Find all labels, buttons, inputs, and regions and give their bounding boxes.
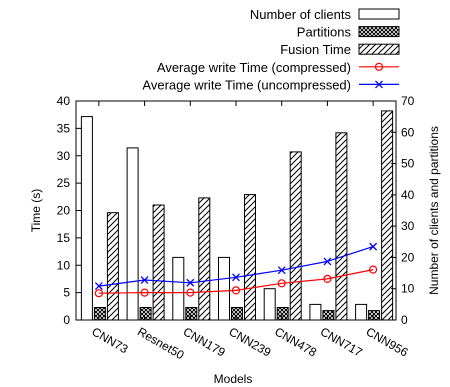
bar-partitions-cnn956	[368, 310, 381, 321]
line-average-write-time-uncompressed-	[98, 246, 374, 287]
y-tick-label: 35	[57, 121, 71, 135]
bar-fusion-time-cnn239	[244, 194, 256, 321]
y-tick-label: 5	[63, 286, 70, 300]
point-average-write-time-uncompressed--cnn179	[186, 278, 195, 287]
point-average-write-time-uncompressed--cnn239	[232, 273, 240, 282]
y2-tick-label: 70	[401, 94, 415, 108]
y-tick-label: 25	[57, 176, 71, 190]
legend-label-average-write-time-compressed-: Average write Time (compressed)	[157, 60, 351, 75]
x-tick-label: CNN956	[364, 324, 411, 359]
bar-number-of-clients-cnn239	[218, 256, 230, 321]
y-tick-label: 15	[57, 231, 71, 245]
bar-partitions-cnn179	[185, 307, 198, 321]
y2-tick-label: 40	[401, 188, 415, 202]
y2-tick-label: 50	[401, 157, 415, 171]
bar-fusion-time-resnet50	[152, 204, 165, 321]
legend-label-fusion-time: Fusion Time	[280, 42, 351, 57]
plot-area	[80, 110, 394, 321]
x-tick-label: Resnet50	[135, 324, 187, 362]
y-tick-label: 20	[57, 204, 71, 218]
bar-number-of-clients-cnn717	[309, 303, 322, 321]
bar-number-of-clients-cnn478	[263, 288, 276, 321]
legend-swatch-partitions	[358, 26, 400, 38]
legend: Number of clients Partitions Fusion Time Av…	[142, 7, 400, 92]
y-tick-label: 30	[57, 149, 71, 163]
bar-fusion-time-cnn956	[381, 110, 394, 321]
legend-swatch-fusion-time	[358, 43, 400, 55]
point-average-write-time-compressed--resnet50	[140, 288, 149, 297]
y2-axis-label: Number of clients and partitions	[427, 126, 441, 295]
x-axis-label: Models	[214, 372, 253, 386]
x-tick-label: CNN239	[227, 324, 274, 359]
bar-number-of-clients-resnet50	[126, 147, 139, 321]
y-tick-label: 0	[63, 313, 70, 327]
bar-partitions-cnn478	[276, 307, 289, 321]
point-average-write-time-compressed--cnn179	[186, 288, 195, 297]
bar-partitions-cnn239	[231, 307, 243, 321]
bar-number-of-clients-cnn956	[355, 303, 368, 321]
y-axis-label: Time (s)	[29, 189, 43, 233]
y-tick-label: 40	[57, 94, 71, 108]
bar-fusion-time-cnn73	[106, 212, 119, 321]
bar-fusion-time-cnn179	[198, 197, 211, 321]
bar-fusion-time-cnn717	[335, 132, 348, 321]
point-average-write-time-compressed--cnn956	[369, 265, 378, 274]
legend-marker-average-write-time-compressed-	[374, 62, 384, 71]
legend-label-average-write-time-uncompressed-: Average write Time (uncompressed)	[142, 77, 351, 92]
point-average-write-time-uncompressed--resnet50	[140, 276, 149, 284]
bar-partitions-resnet50	[139, 307, 152, 321]
bar-partitions-cnn73	[93, 307, 106, 321]
point-average-write-time-compressed--cnn73	[94, 289, 104, 298]
point-average-write-time-uncompressed--cnn73	[94, 282, 103, 291]
y2-tick-label: 60	[401, 125, 415, 139]
point-average-write-time-compressed--cnn717	[323, 274, 332, 283]
x-tick-label: CNN73	[89, 324, 130, 356]
point-average-write-time-compressed--cnn239	[231, 286, 241, 295]
y2-tick-label: 0	[401, 313, 408, 327]
x-tick-label: CNN717	[318, 324, 365, 359]
legend-label-partitions: Partitions	[297, 25, 352, 40]
y2-tick-label: 10	[401, 282, 415, 296]
point-average-write-time-uncompressed--cnn717	[323, 257, 332, 266]
bar-fusion-time-cnn478	[289, 151, 302, 321]
point-average-write-time-uncompressed--cnn478	[277, 266, 286, 275]
line-average-write-time-compressed-	[98, 269, 374, 294]
bar-partitions-cnn717	[322, 310, 335, 321]
legend-marker-average-write-time-uncompressed-	[375, 80, 383, 89]
point-average-write-time-uncompressed--cnn956	[369, 242, 378, 251]
legend-label-number-of-clients: Number of clients	[250, 7, 352, 22]
bar-number-of-clients-cnn179	[172, 256, 185, 321]
point-average-write-time-compressed--cnn478	[277, 279, 286, 288]
x-tick-label: CNN179	[181, 324, 228, 359]
bar-number-of-clients-cnn73	[80, 116, 93, 321]
y-tick-label: 10	[57, 258, 71, 272]
x-tick-label: CNN478	[272, 324, 319, 359]
y2-tick-label: 20	[401, 250, 415, 264]
y2-tick-label: 30	[401, 219, 415, 233]
legend-swatch-number-of-clients	[358, 8, 400, 20]
